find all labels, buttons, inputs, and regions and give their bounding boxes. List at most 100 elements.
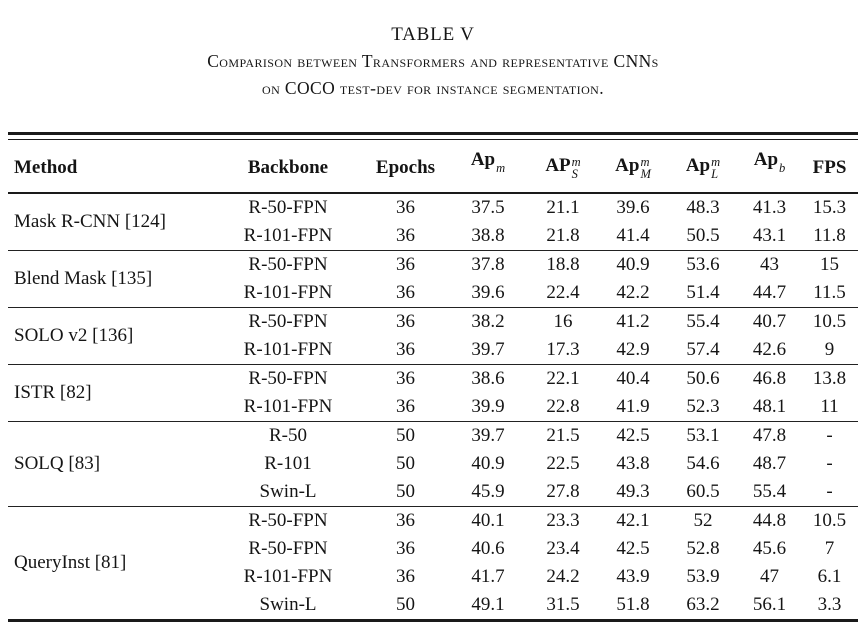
metric-base: Ap xyxy=(685,155,711,176)
col-header-ap-m-m: Ap m M xyxy=(598,140,668,194)
table-cell: 50 xyxy=(396,425,415,446)
table-cell: R-50-FPN xyxy=(248,538,328,559)
table-cell: 17.3 xyxy=(546,339,580,360)
table-cell: 9 xyxy=(824,339,835,360)
table-cell: Swin-L xyxy=(259,481,317,502)
table-cell: 48.1 xyxy=(752,396,787,417)
table-cell: 10.5 xyxy=(812,311,847,332)
table-cell: - xyxy=(826,453,833,474)
table-cell: 55.4 xyxy=(752,481,787,502)
table-cell: 36 xyxy=(396,225,415,246)
table-cell: 40.4 xyxy=(616,368,650,389)
group-solo-v2: SOLO v2 [136] R-50-FPN 36 38.2 16 41.2 5… xyxy=(8,307,858,365)
table-cell: 52.8 xyxy=(686,538,720,559)
metric-scripts: m xyxy=(496,162,505,186)
table-cell: 3.3 xyxy=(817,594,842,615)
table-cell: 39.9 xyxy=(471,396,505,417)
table-cell: 36 xyxy=(396,510,415,531)
table-cell: 47.8 xyxy=(752,425,787,446)
table-cell: 42.2 xyxy=(616,282,650,303)
table-row: R-101-FPN 36 38.8 21.8 41.4 50.5 43.1 11… xyxy=(8,222,858,251)
group-queryinst: QueryInst [81] R-50-FPN 36 40.1 23.3 42.… xyxy=(8,506,858,621)
table-cell: 42.1 xyxy=(616,510,650,531)
metric-base: Ap xyxy=(470,149,496,170)
metric-base: AP xyxy=(545,155,571,176)
metric-sub: S xyxy=(571,167,578,181)
table-row: QueryInst [81] R-50-FPN 36 40.1 23.3 42.… xyxy=(8,507,858,573)
results-table: Method Backbone Epochs Ap m AP m S Ap m M Ap m… xyxy=(8,139,858,622)
table-cell: 13.8 xyxy=(812,368,847,389)
metric-scripts: b xyxy=(779,162,785,186)
method-cell: SOLQ [83] xyxy=(14,453,101,474)
method-cell: SOLO v2 [136] xyxy=(14,325,134,346)
table-cell: R-101-FPN xyxy=(243,282,333,303)
table-row: R-101 50 40.9 22.5 43.8 54.6 48.7 - xyxy=(8,450,858,478)
metric-sup: b xyxy=(779,161,786,175)
table-cell: 22.5 xyxy=(546,453,580,474)
table-cell: 55.4 xyxy=(686,311,720,332)
metric-sup: m xyxy=(496,161,506,175)
table-cell: 44.7 xyxy=(752,282,787,303)
table-cell: 11 xyxy=(820,396,839,417)
table-cell: 40.6 xyxy=(471,538,505,559)
table-cell: R-101 xyxy=(264,453,312,474)
method-cell: QueryInst [81] xyxy=(14,552,127,573)
table-cell: 50 xyxy=(396,453,415,474)
table-title: TABLE V xyxy=(391,24,475,45)
table-cell: - xyxy=(826,481,833,502)
table-cell: 39.7 xyxy=(471,339,505,360)
table-cell: 39.6 xyxy=(471,282,505,303)
table-cell: R-101-FPN xyxy=(243,339,333,360)
col-header-ap-m-s: AP m S xyxy=(528,140,598,194)
table-cell: 6.1 xyxy=(817,566,842,587)
table-cell: 38.2 xyxy=(471,311,505,332)
metric-sup: m xyxy=(640,155,650,169)
table-row: R-101-FPN 36 41.7 24.2 43.9 53.9 47 6.1 xyxy=(8,563,858,591)
table-cell: 21.8 xyxy=(546,225,580,246)
metric-base: Ap xyxy=(753,149,779,170)
table-cell: 52.3 xyxy=(686,396,720,417)
table-caption-line1: Comparison between Transformers and repr… xyxy=(207,51,659,71)
group-blend-mask: Blend Mask [135] R-50-FPN 36 37.8 18.8 4… xyxy=(8,250,858,308)
table-cell: 40.9 xyxy=(616,254,650,275)
table-cell: 47 xyxy=(760,566,779,587)
group-solq: SOLQ [83] R-50 50 39.7 21.5 42.5 53.1 47… xyxy=(8,421,858,507)
table-cell: 37.8 xyxy=(471,254,505,275)
table-cell: 41.3 xyxy=(752,197,787,218)
table-cell: 36 xyxy=(396,282,415,303)
table-cell: 23.3 xyxy=(546,510,580,531)
table-cell: 41.7 xyxy=(471,566,505,587)
metric-base: Ap xyxy=(615,155,640,176)
header-row: Method Backbone Epochs Ap m AP m S Ap m M Ap m… xyxy=(8,140,858,194)
col-header-ap-m: Ap m xyxy=(448,140,528,194)
table-cell: 51.4 xyxy=(686,282,720,303)
table-cell: 42.5 xyxy=(616,538,650,559)
col-header-ap-b: Ap b xyxy=(738,140,801,194)
table-cell: 36 xyxy=(396,368,415,389)
col-header-ap-m-l: Ap m L xyxy=(668,140,738,194)
table-row: SOLQ [83] R-50 50 39.7 21.5 42.5 53.1 47… xyxy=(8,422,858,474)
table-cell: 53.1 xyxy=(686,425,720,446)
method-cell: Mask R-CNN [124] xyxy=(14,211,166,232)
table-cell: 43.1 xyxy=(752,225,787,246)
table-cell: 27.8 xyxy=(546,481,580,502)
table-cell: R-101-FPN xyxy=(243,566,333,587)
table-row: R-101-FPN 36 39.9 22.8 41.9 52.3 48.1 11 xyxy=(8,393,858,422)
metric-sub xyxy=(496,174,505,186)
table-cell: 15.3 xyxy=(812,197,847,218)
table-cell: 40.1 xyxy=(471,510,505,531)
table-cell: 36 xyxy=(396,566,415,587)
table-cell: 43.9 xyxy=(616,566,650,587)
table-caption-block: TABLE V Comparison between Transformers … xyxy=(0,0,866,102)
table-cell: 39.6 xyxy=(616,197,650,218)
table-cell: 23.4 xyxy=(546,538,580,559)
table-cell: R-50-FPN xyxy=(248,510,328,531)
table-row: Mask R-CNN [124] R-50-FPN 36 37.5 21.1 3… xyxy=(8,193,858,232)
table-cell: 53.9 xyxy=(686,566,720,587)
table-cell: 38.6 xyxy=(471,368,505,389)
table-cell: 48.7 xyxy=(752,453,787,474)
table-cell: 44.8 xyxy=(752,510,787,531)
table-cell: R-101-FPN xyxy=(243,225,333,246)
